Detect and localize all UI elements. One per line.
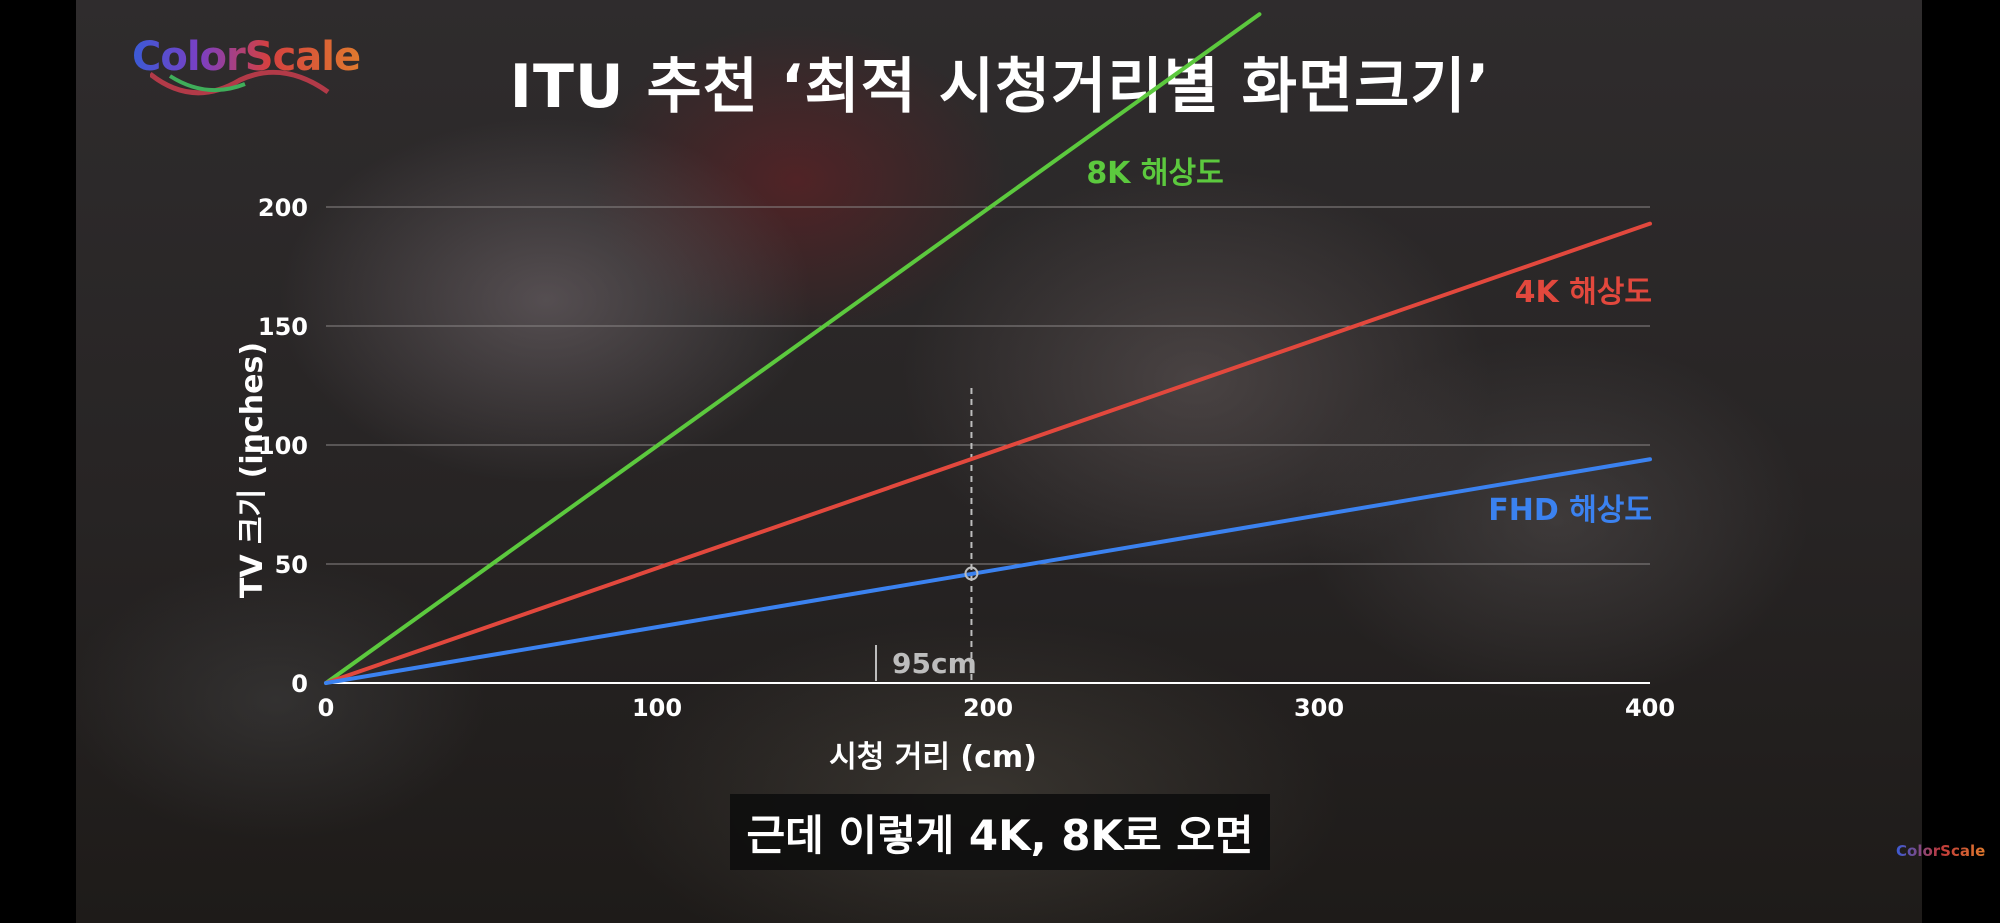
- y-tick-label: 200: [258, 194, 308, 222]
- x-tick-label: 100: [632, 694, 682, 722]
- series-label: 8K 해상도: [1086, 156, 1223, 191]
- x-tick-label: 400: [1625, 694, 1675, 722]
- y-tick-label: 150: [258, 313, 308, 341]
- y-tick-label: 100: [258, 432, 308, 460]
- caption-subtitle: 근데 이렇게 4K, 8K로 오면: [730, 794, 1270, 870]
- x-axis-label: 시청 거리 (cm): [829, 740, 1037, 775]
- series-line: [324, 221, 1652, 685]
- video-title: ITU 추천 ‘최적 시청거리별 화면크기’: [509, 52, 1491, 122]
- video-frame: [76, 0, 1922, 923]
- series-label: FHD 해상도: [1488, 493, 1652, 528]
- y-axis-label: TV 크기 (inches): [235, 342, 270, 598]
- annotation-marker: [964, 566, 979, 581]
- series-line: [324, 12, 1262, 685]
- logo-wave-icon: [150, 69, 330, 96]
- x-tick-label: 200: [963, 694, 1013, 722]
- corner-logo: ColorScale: [1896, 842, 1986, 860]
- colorscale-logo: ColorScale: [132, 34, 361, 80]
- x-tick-label: 0: [318, 694, 335, 722]
- x-tick-label: 300: [1294, 694, 1344, 722]
- y-tick-label: 0: [291, 670, 308, 698]
- series-line: [324, 457, 1652, 685]
- annotation-label: 95cm: [892, 647, 977, 680]
- series-label: 4K 해상도: [1515, 275, 1652, 310]
- y-tick-label: 50: [275, 551, 308, 579]
